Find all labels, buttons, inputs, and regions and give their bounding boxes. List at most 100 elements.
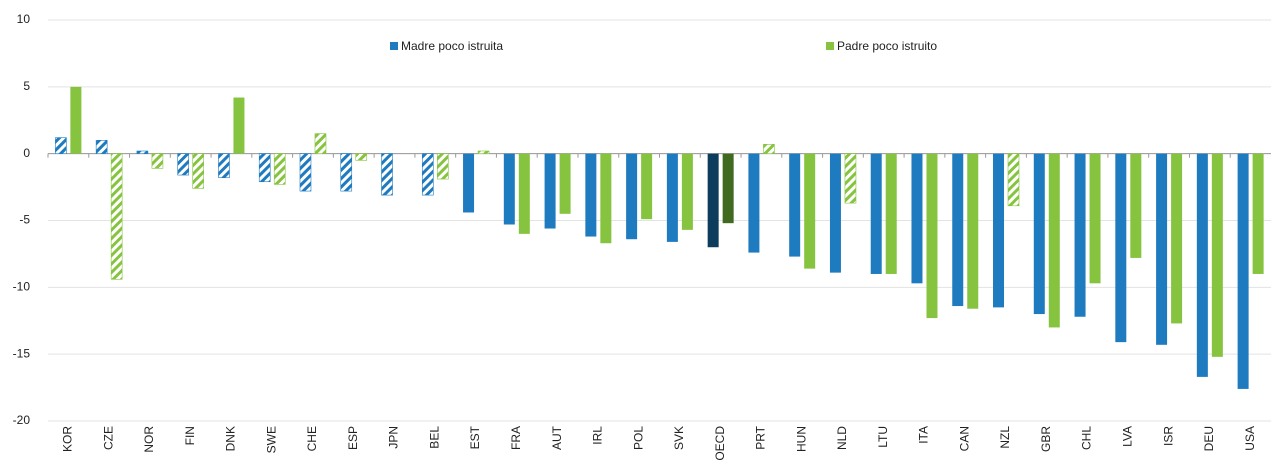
- x-tick-label: ESP: [346, 426, 360, 450]
- bar: [544, 153, 556, 229]
- bar: [381, 153, 393, 196]
- x-tick-label: IRL: [591, 426, 605, 445]
- bar: [110, 153, 123, 280]
- bar: [95, 140, 108, 154]
- bar: [829, 153, 841, 273]
- bar: [177, 153, 189, 176]
- bar: [355, 153, 368, 161]
- bar: [626, 153, 638, 240]
- x-tick-label: DEU: [1202, 426, 1216, 451]
- bar: [1007, 153, 1020, 207]
- bar: [273, 153, 286, 185]
- x-tick-label: BEL: [427, 426, 441, 449]
- bar: [136, 150, 149, 154]
- bar: [1211, 153, 1223, 357]
- bar: [218, 153, 230, 179]
- bar: [518, 153, 530, 234]
- bar: [559, 153, 571, 214]
- x-tick-label: LTU: [876, 426, 890, 448]
- x-tick-label: LVA: [1120, 426, 1134, 447]
- bar: [436, 153, 449, 180]
- y-tick-label: 10: [17, 12, 31, 26]
- x-tick-label: AUT: [550, 425, 564, 450]
- bar: [1115, 153, 1127, 343]
- x-tick-label: DNK: [224, 426, 238, 451]
- x-tick-label: HUN: [794, 426, 808, 452]
- bar: [600, 153, 612, 244]
- bar: [463, 153, 475, 213]
- x-tick-label: FRA: [509, 426, 523, 450]
- bar: [707, 153, 719, 248]
- y-tick-label: -5: [19, 213, 30, 227]
- x-tick-label: ITA: [917, 426, 931, 444]
- bar: [55, 137, 67, 154]
- bar: [789, 153, 801, 257]
- y-tick-label: -20: [13, 413, 31, 427]
- y-tick-label: -15: [13, 346, 31, 360]
- legend-label: Padre poco istruito: [837, 39, 937, 53]
- x-tick-label: OECD: [713, 426, 727, 461]
- bar: [70, 86, 82, 154]
- bar: [967, 153, 979, 309]
- bar: [748, 153, 760, 253]
- x-tick-label: EST: [468, 425, 482, 449]
- bar: [641, 153, 653, 220]
- x-tick-label: NOR: [142, 426, 156, 453]
- bar: [993, 153, 1005, 308]
- y-tick-label: 5: [23, 79, 30, 93]
- bar: [804, 153, 816, 269]
- bar: [926, 153, 938, 319]
- bar: [1033, 153, 1045, 315]
- bar: [1130, 153, 1142, 258]
- legend-swatch: [390, 42, 398, 50]
- bar: [763, 144, 775, 154]
- bar: [151, 153, 164, 169]
- bar: [585, 153, 597, 237]
- x-tick-label: NLD: [835, 426, 849, 450]
- bar: [952, 153, 964, 307]
- x-tick-label: CHE: [305, 426, 319, 451]
- x-tick-label: POL: [631, 426, 645, 450]
- x-tick-label: FIN: [183, 426, 197, 445]
- x-tick-label: ISR: [1161, 426, 1175, 446]
- bar: [1048, 153, 1060, 328]
- bar: [1156, 153, 1168, 345]
- bar: [1252, 153, 1264, 274]
- x-tick-label: KOR: [61, 426, 75, 452]
- x-tick-label: USA: [1243, 426, 1257, 451]
- bar: [233, 97, 245, 154]
- y-tick-label: -10: [13, 280, 31, 294]
- bar: [1196, 153, 1208, 377]
- legend-label: Madre poco istruita: [401, 39, 503, 53]
- bar: [421, 153, 434, 196]
- x-tick-label: SWE: [264, 426, 278, 453]
- bar: [666, 153, 678, 242]
- x-tick-label: CAN: [957, 426, 971, 451]
- x-tick-label: GBR: [1039, 426, 1053, 452]
- bar: [477, 150, 490, 154]
- bar: [911, 153, 923, 284]
- legend-swatch: [826, 42, 834, 50]
- x-tick-label: SVK: [672, 426, 686, 450]
- bar: [258, 153, 271, 183]
- bar: [192, 153, 204, 189]
- bar: [870, 153, 882, 274]
- bar: [722, 153, 734, 224]
- x-tick-label: PRT: [754, 425, 768, 449]
- bar: [1074, 153, 1086, 317]
- bar: [1171, 153, 1183, 324]
- bar: [681, 153, 693, 230]
- x-tick-label: NZL: [998, 426, 1012, 449]
- bar: [503, 153, 515, 225]
- bar: [299, 153, 312, 192]
- bar: [844, 153, 857, 204]
- bar: [340, 153, 353, 192]
- y-tick-label: 0: [23, 146, 30, 160]
- x-tick-label: CZE: [101, 426, 115, 450]
- x-tick-label: CHL: [1080, 426, 1094, 450]
- bar: [885, 153, 897, 274]
- bar: [1089, 153, 1101, 284]
- x-tick-label: JPN: [387, 426, 401, 449]
- bar: [314, 133, 327, 154]
